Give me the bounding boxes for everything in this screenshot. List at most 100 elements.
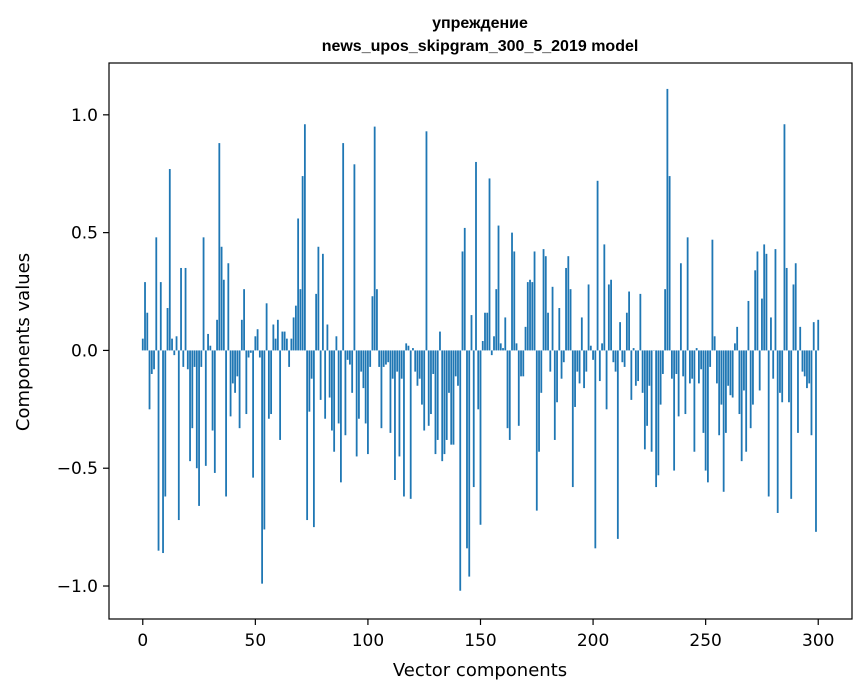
- bar-28: [204, 350, 207, 466]
- bar-213: [621, 350, 624, 363]
- bar-178: [542, 249, 545, 351]
- bar-70: [299, 289, 302, 351]
- bar-23: [193, 350, 196, 367]
- bar-78: [317, 246, 320, 351]
- bar-160: [502, 348, 504, 351]
- bar-137: [450, 350, 453, 445]
- bar-192: [574, 350, 576, 407]
- bar-171: [526, 282, 529, 351]
- bar-283: [779, 350, 781, 393]
- bar-195: [580, 317, 583, 351]
- bar-270: [749, 350, 752, 429]
- bar-117: [405, 343, 408, 351]
- bar-179: [544, 256, 547, 351]
- bar-88: [340, 350, 342, 483]
- bar-90: [344, 350, 347, 436]
- bar-118: [407, 345, 410, 351]
- x-tick-label: 200: [577, 631, 609, 651]
- bar-251: [707, 350, 709, 483]
- bar-205: [603, 244, 606, 351]
- bar-297: [810, 350, 813, 436]
- bar-273: [756, 251, 759, 351]
- bar-212: [619, 322, 621, 351]
- bar-13: [171, 338, 173, 351]
- bar-149: [477, 350, 480, 410]
- bar-127: [427, 350, 430, 426]
- bar-110: [389, 350, 392, 433]
- bar-106: [380, 350, 383, 429]
- bar-215: [625, 312, 628, 351]
- bar-30: [209, 345, 212, 351]
- x-tick-label: 0: [137, 631, 148, 651]
- bar-135: [445, 350, 448, 440]
- bar-126: [425, 131, 428, 351]
- bar-74: [308, 350, 311, 412]
- bar-278: [767, 350, 770, 497]
- bar-66: [290, 338, 293, 351]
- bar-12: [168, 169, 171, 351]
- bar-107: [382, 350, 385, 367]
- bar-197: [585, 350, 588, 372]
- bar-169: [522, 350, 525, 377]
- bar-125: [423, 350, 426, 431]
- bar-153: [486, 312, 489, 351]
- bar-277: [765, 253, 768, 351]
- bar-21: [189, 350, 191, 462]
- bar-266: [740, 350, 743, 462]
- bar-257: [720, 350, 723, 405]
- bar-1: [144, 282, 146, 351]
- bar-84: [331, 350, 333, 431]
- bar-98: [362, 350, 365, 389]
- bar-210: [614, 350, 617, 372]
- bar-55: [265, 303, 268, 351]
- bar-274: [758, 350, 761, 391]
- bar-175: [535, 350, 538, 511]
- bar-61: [279, 350, 282, 440]
- bar-272: [754, 270, 757, 351]
- bar-229: [657, 350, 660, 476]
- bar-148: [475, 161, 477, 351]
- bar-46: [245, 350, 248, 415]
- bar-296: [808, 350, 811, 384]
- bar-131: [436, 350, 439, 440]
- bar-52: [258, 350, 261, 358]
- bar-158: [497, 225, 500, 351]
- bar-259: [725, 350, 727, 433]
- bar-222: [641, 350, 644, 393]
- x-tick-label: 100: [352, 631, 384, 651]
- bar-164: [511, 232, 513, 351]
- bar-34: [218, 143, 221, 351]
- bar-218: [632, 348, 635, 351]
- bar-29: [207, 333, 209, 351]
- bar-115: [400, 350, 403, 379]
- bar-138: [452, 350, 455, 445]
- bar-100: [367, 350, 369, 455]
- bar-232: [664, 289, 667, 351]
- bar-191: [571, 350, 574, 488]
- bar-238: [677, 350, 680, 417]
- bar-220: [637, 350, 640, 382]
- bar-48: [249, 350, 252, 353]
- bar-33: [216, 319, 218, 351]
- bar-230: [659, 350, 662, 405]
- bar-166: [515, 343, 518, 351]
- bar-293: [801, 350, 804, 372]
- bar-11: [166, 308, 169, 351]
- bar-165: [513, 251, 516, 351]
- bar-132: [439, 331, 441, 351]
- bar-236: [673, 350, 676, 471]
- bar-80: [321, 253, 324, 351]
- y-tick-label: 0.5: [71, 224, 98, 244]
- bar-174: [533, 251, 536, 351]
- bar-209: [612, 350, 615, 363]
- bar-27: [202, 237, 205, 351]
- bar-124: [421, 350, 423, 405]
- bar-32: [213, 350, 216, 473]
- bar-263: [734, 343, 736, 351]
- bar-154: [488, 178, 491, 351]
- bar-119: [409, 350, 412, 499]
- bar-104: [376, 289, 378, 351]
- x-axis-label: Vector components: [393, 660, 567, 681]
- bar-225: [648, 350, 651, 386]
